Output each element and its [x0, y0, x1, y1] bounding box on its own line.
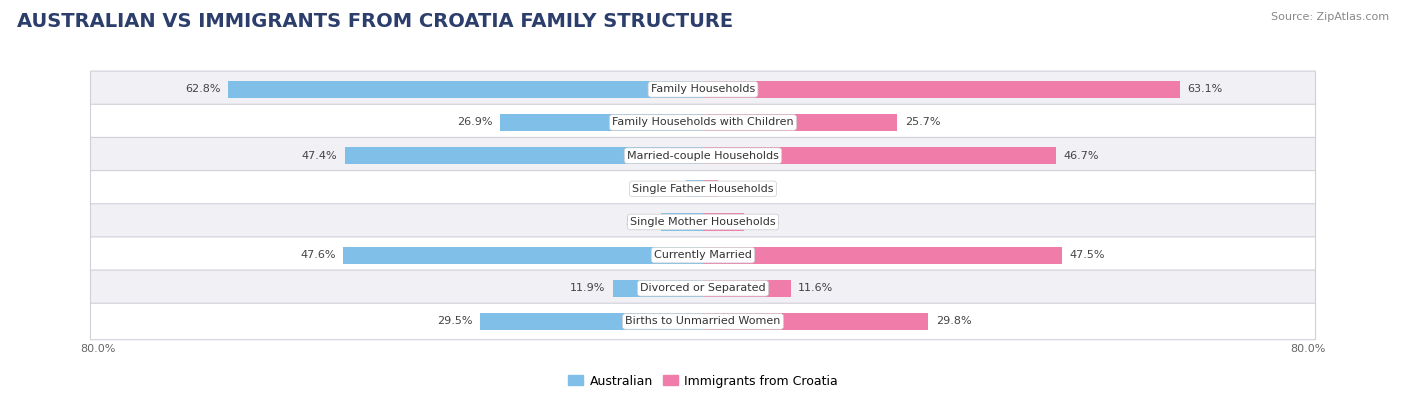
Text: Source: ZipAtlas.com: Source: ZipAtlas.com	[1271, 12, 1389, 22]
Text: 5.4%: 5.4%	[751, 217, 780, 227]
Bar	[703, 313, 928, 330]
FancyBboxPatch shape	[90, 204, 1316, 240]
Text: 2.2%: 2.2%	[651, 184, 679, 194]
Text: Births to Unmarried Women: Births to Unmarried Women	[626, 316, 780, 326]
Text: Married-couple Households: Married-couple Households	[627, 150, 779, 161]
Bar	[343, 246, 703, 264]
Bar	[661, 213, 703, 231]
Text: 26.9%: 26.9%	[457, 117, 492, 128]
Bar	[703, 280, 790, 297]
Text: 11.6%: 11.6%	[799, 283, 834, 293]
Text: Family Households: Family Households	[651, 85, 755, 94]
FancyBboxPatch shape	[90, 303, 1316, 340]
FancyBboxPatch shape	[90, 104, 1316, 141]
Bar	[686, 180, 703, 198]
Text: Single Mother Households: Single Mother Households	[630, 217, 776, 227]
FancyBboxPatch shape	[90, 71, 1316, 107]
Text: Divorced or Separated: Divorced or Separated	[640, 283, 766, 293]
Bar	[703, 81, 1180, 98]
FancyBboxPatch shape	[90, 171, 1316, 207]
Bar	[499, 114, 703, 131]
Text: AUSTRALIAN VS IMMIGRANTS FROM CROATIA FAMILY STRUCTURE: AUSTRALIAN VS IMMIGRANTS FROM CROATIA FA…	[17, 12, 733, 31]
Text: 47.6%: 47.6%	[301, 250, 336, 260]
Legend: Australian, Immigrants from Croatia: Australian, Immigrants from Croatia	[564, 370, 842, 393]
Text: 29.5%: 29.5%	[437, 316, 472, 326]
Bar	[344, 147, 703, 164]
Text: 46.7%: 46.7%	[1063, 150, 1099, 161]
Text: Single Father Households: Single Father Households	[633, 184, 773, 194]
Text: 11.9%: 11.9%	[571, 283, 606, 293]
Bar	[703, 246, 1062, 264]
Bar	[703, 114, 897, 131]
Text: 25.7%: 25.7%	[905, 117, 941, 128]
Text: Family Households with Children: Family Households with Children	[612, 117, 794, 128]
Text: 62.8%: 62.8%	[186, 85, 221, 94]
FancyBboxPatch shape	[90, 137, 1316, 174]
Text: Currently Married: Currently Married	[654, 250, 752, 260]
Bar	[613, 280, 703, 297]
Text: 47.4%: 47.4%	[302, 150, 337, 161]
Bar	[703, 180, 718, 198]
FancyBboxPatch shape	[90, 237, 1316, 273]
Text: 47.5%: 47.5%	[1070, 250, 1105, 260]
Bar	[228, 81, 703, 98]
Text: 63.1%: 63.1%	[1188, 85, 1223, 94]
Text: 29.8%: 29.8%	[936, 316, 972, 326]
Bar	[479, 313, 703, 330]
Bar	[703, 213, 744, 231]
FancyBboxPatch shape	[90, 270, 1316, 307]
Text: 2.0%: 2.0%	[725, 184, 754, 194]
Bar	[703, 147, 1056, 164]
Text: 5.6%: 5.6%	[624, 217, 654, 227]
